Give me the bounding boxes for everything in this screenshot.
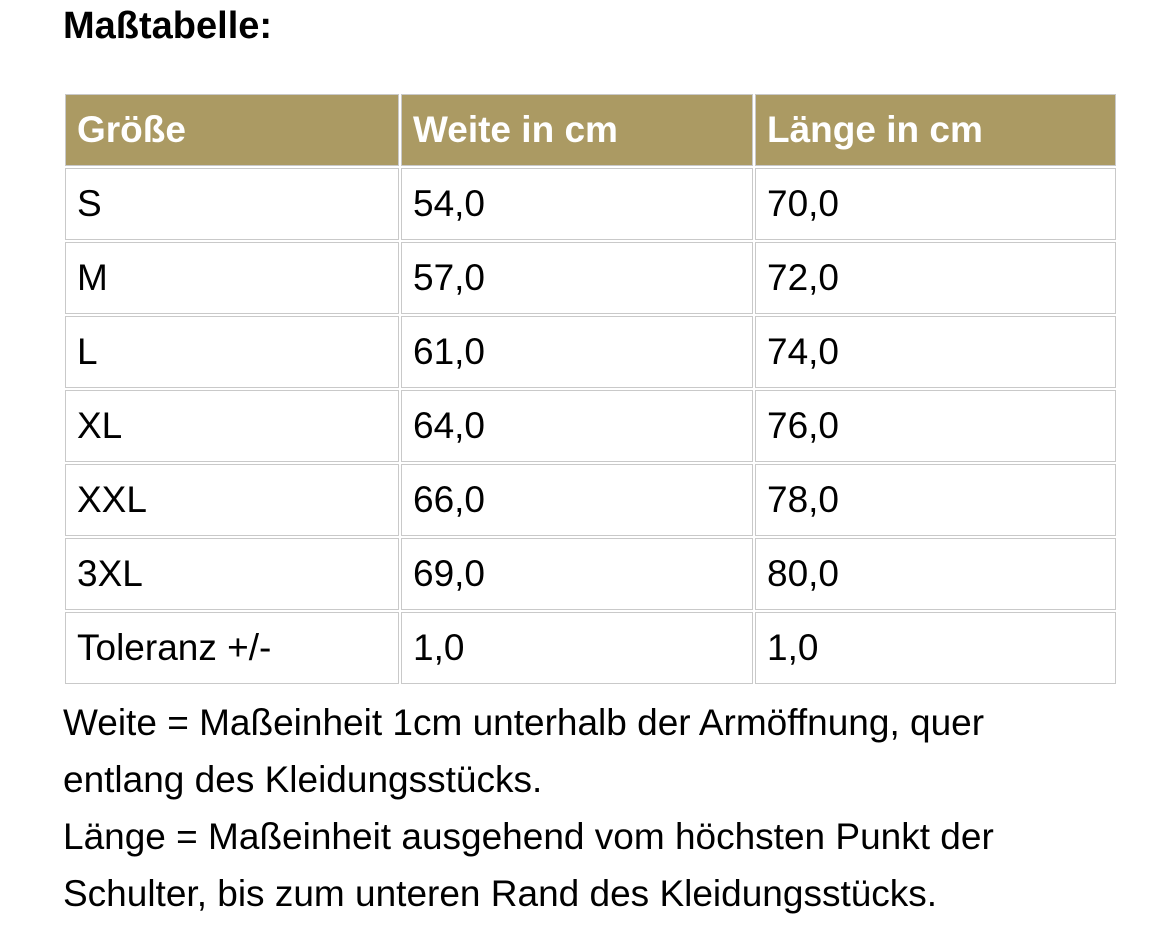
cell-weite: 61,0	[401, 316, 753, 388]
cell-weite: 1,0	[401, 612, 753, 684]
header-cell-weite: Weite in cm	[401, 94, 753, 166]
cell-laenge: 74,0	[755, 316, 1116, 388]
cell-size: M	[65, 242, 399, 314]
cell-laenge: 76,0	[755, 390, 1116, 462]
cell-size: 3XL	[65, 538, 399, 610]
page-title: Maßtabelle:	[63, 5, 273, 47]
cell-laenge: 80,0	[755, 538, 1116, 610]
cell-size: S	[65, 168, 399, 240]
table-row-l: L 61,0 74,0	[65, 316, 1116, 388]
header-cell-groesse: Größe	[65, 94, 399, 166]
table-row-s: S 54,0 70,0	[65, 168, 1116, 240]
cell-weite: 54,0	[401, 168, 753, 240]
cell-weite: 64,0	[401, 390, 753, 462]
table-row-xl: XL 64,0 76,0	[65, 390, 1116, 462]
table-row-toleranz: Toleranz +/- 1,0 1,0	[65, 612, 1116, 684]
size-table: Größe Weite in cm Länge in cm S 54,0 70,…	[63, 92, 1118, 686]
cell-size: Toleranz +/-	[65, 612, 399, 684]
cell-laenge: 72,0	[755, 242, 1116, 314]
cell-weite: 69,0	[401, 538, 753, 610]
table-row-3xl: 3XL 69,0 80,0	[65, 538, 1116, 610]
cell-laenge: 70,0	[755, 168, 1116, 240]
note-laenge-line-2: Schulter, bis zum unteren Rand des Kleid…	[63, 873, 938, 914]
table-row-m: M 57,0 72,0	[65, 242, 1116, 314]
note-weite-line-1: Weite = Maßeinheit 1cm unterhalb der Arm…	[63, 702, 985, 743]
cell-size: L	[65, 316, 399, 388]
cell-size: XXL	[65, 464, 399, 536]
note-weite-line-2: entlang des Kleidungsstücks.	[63, 759, 543, 800]
cell-weite: 57,0	[401, 242, 753, 314]
header-cell-laenge: Länge in cm	[755, 94, 1116, 166]
measurement-notes: Weite = Maßeinheit 1cm unterhalb der Arm…	[63, 694, 1116, 922]
cell-weite: 66,0	[401, 464, 753, 536]
table-row-xxl: XXL 66,0 78,0	[65, 464, 1116, 536]
size-table-head: Größe Weite in cm Länge in cm	[65, 94, 1116, 166]
table-header-row: Größe Weite in cm Länge in cm	[65, 94, 1116, 166]
size-table-body: S 54,0 70,0 M 57,0 72,0 L 61,0 74,0 XL 6…	[65, 168, 1116, 684]
cell-laenge: 78,0	[755, 464, 1116, 536]
cell-size: XL	[65, 390, 399, 462]
cell-laenge: 1,0	[755, 612, 1116, 684]
note-laenge-line-1: Länge = Maßeinheit ausgehend vom höchste…	[63, 816, 994, 857]
